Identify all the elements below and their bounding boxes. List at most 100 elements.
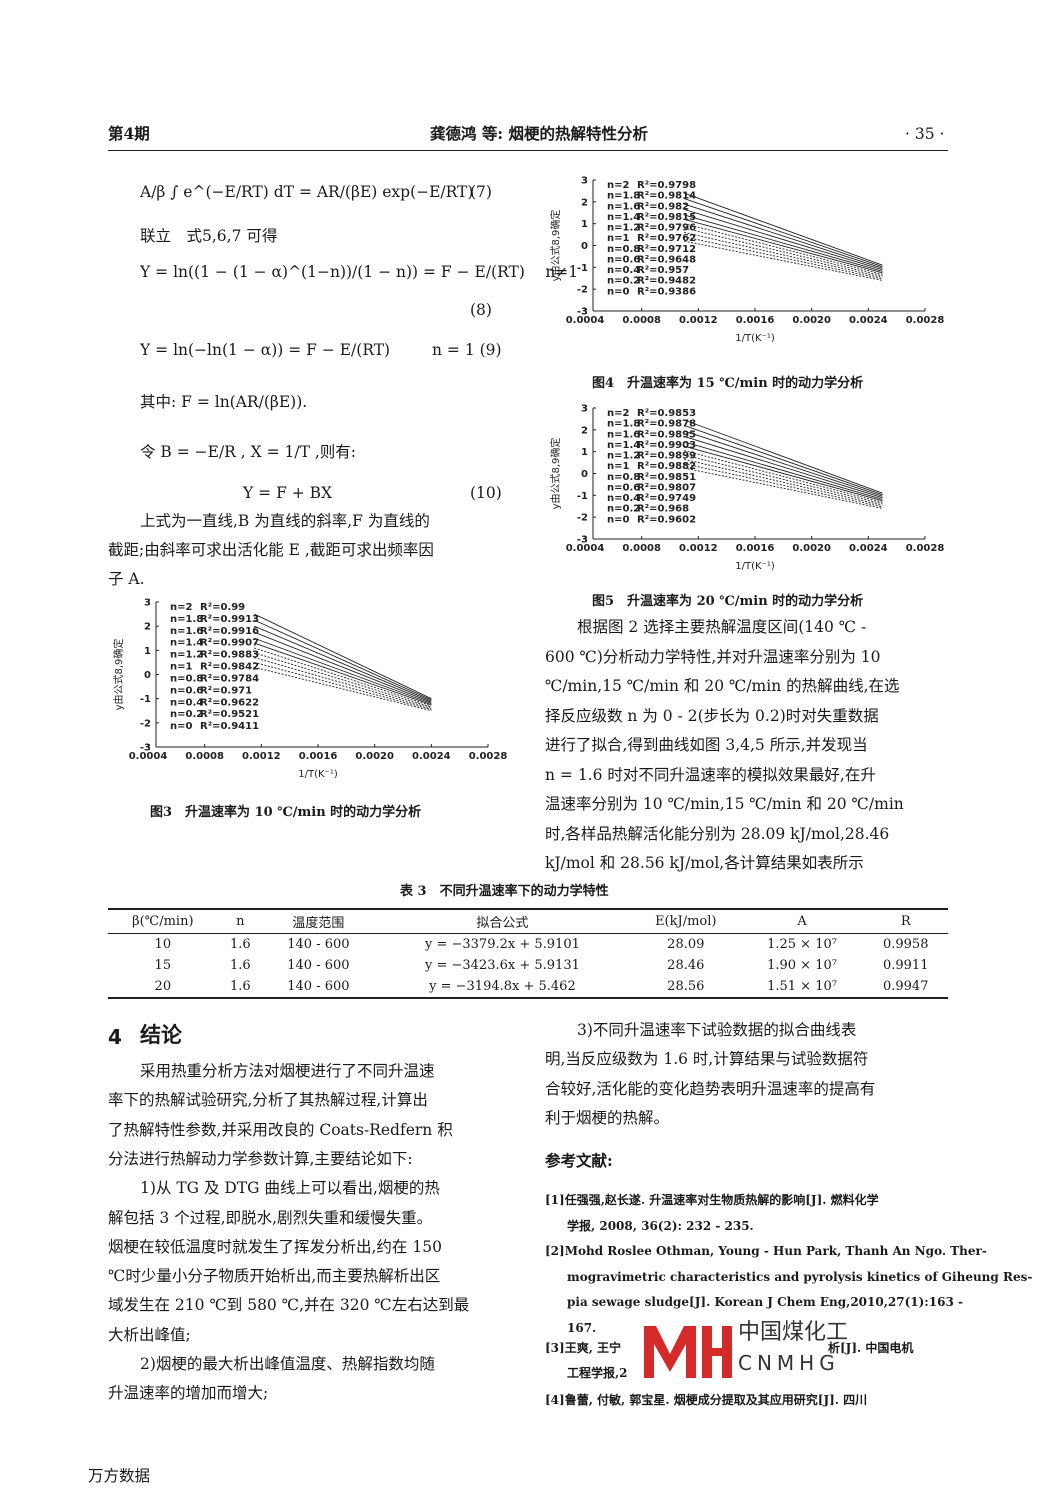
y-tick-label: -1 xyxy=(140,694,151,705)
table-cell: 1.51 × 10⁷ xyxy=(740,976,864,999)
paragraph-line: 分法进行热解动力学参数计算,主要结论如下: xyxy=(108,1149,413,1168)
chart: -3 -2 -1 0 1 2 3 0.0004 0.0008 0.0012 0.0016 0.0020… xyxy=(112,598,508,781)
y-tick-label: 0 xyxy=(581,469,588,480)
data-line xyxy=(254,619,432,701)
legend-label: R²=0.9411 xyxy=(200,721,259,732)
legend-name: n=0.2 xyxy=(607,504,640,515)
watermark-latin: CNMHG xyxy=(738,1351,840,1375)
table-cell: 20 xyxy=(108,976,218,999)
y-tick-label: -1 xyxy=(577,263,588,274)
x-tick-label: 0.0016 xyxy=(736,543,775,554)
legend-label: R²=0.9482 xyxy=(637,276,696,287)
chart: -3 -2 -1 0 1 2 3 0.0004 0.0008 0.0012 0.0016 0.0020… xyxy=(549,176,944,345)
legend-label: R²=0.982 xyxy=(637,201,689,212)
table-cell: y = −3379.2x + 5.9101 xyxy=(425,937,580,952)
paragraph-line: ℃时少量小分子物质开始析出,而主要热解析出区 xyxy=(108,1267,441,1286)
paragraph-line: 域发生在 210 ℃到 580 ℃,并在 320 ℃左右达到最 xyxy=(108,1296,470,1315)
header-rule xyxy=(108,150,948,151)
column-header: 拟合公式 xyxy=(373,908,631,934)
header-title: 龚德鸿 等: 烟梗的热解特性分析 xyxy=(430,124,649,143)
paragraph-line: 1)从 TG 及 DTG 曲线上可以看出,烟梗的热 xyxy=(140,1179,440,1198)
legend-name: n=1.8 xyxy=(170,614,203,625)
x-tick-label: 0.0020 xyxy=(355,751,394,762)
legend-label: R²=0.9762 xyxy=(637,233,696,244)
data-line xyxy=(254,642,432,706)
table-title: 表 3 不同升温速率下的动力学特性 xyxy=(400,884,609,899)
legend-name: n=1.8 xyxy=(607,419,640,430)
paragraph-line: 了热解特性参数,并采用改良的 Coats-Redfern 积 xyxy=(108,1120,453,1139)
data-line xyxy=(254,637,432,704)
y-tick-label: 2 xyxy=(581,197,588,208)
x-tick-label: 0.0024 xyxy=(849,543,888,554)
legend-name: n=1.2 xyxy=(607,223,640,234)
paragraph-line: 进行了拟合,得到曲线如图 3,4,5 所示,并发现当 xyxy=(545,736,868,754)
equation-number: (8) xyxy=(470,301,492,319)
legend-label: R²=0.9899 xyxy=(637,451,696,462)
x-tick-label: 0.0028 xyxy=(469,751,508,762)
equation-number: n = 1 (9) xyxy=(432,341,502,359)
y-axis-label: y由公式8,9确定 xyxy=(549,438,562,510)
legend-label: R²=0.9521 xyxy=(200,709,259,720)
legend-label: R²=0.9913 xyxy=(200,614,259,625)
legend-name: n=0.2 xyxy=(170,709,203,720)
legend-name: n=2 xyxy=(607,408,629,419)
legend-name: n=0.6 xyxy=(170,685,203,696)
y-axis-label: y由公式8,9确定 xyxy=(112,639,125,711)
legend-name: n=0.8 xyxy=(170,673,203,684)
y-tick-label: 1 xyxy=(581,219,588,230)
paragraph-line: 温速率分别为 10 ℃/min,15 ℃/min 和 20 ℃/min xyxy=(545,795,904,813)
table-cell: 10 xyxy=(154,937,172,952)
legend-name: n=0 xyxy=(607,514,629,525)
table-cell: 28.56 xyxy=(630,976,741,999)
y-tick-label: -3 xyxy=(577,535,588,546)
legend-name: n=1.6 xyxy=(607,201,640,212)
legend-name: n=1.8 xyxy=(607,191,640,202)
x-tick-label: 0.0024 xyxy=(849,315,888,326)
data-line xyxy=(684,454,883,505)
paragraph-line: 根据图 2 选择主要热解温度区间(140 ℃ - xyxy=(577,618,867,636)
x-tick-label: 0.0004 xyxy=(566,543,605,554)
column-header: 温度范围 xyxy=(262,908,374,934)
table-cell: 0.9958 xyxy=(882,937,929,952)
column-header: β(℃/min) xyxy=(108,908,218,934)
reference-line: mogravimetric characteristics and pyroly… xyxy=(567,1269,1033,1284)
paragraph-line: 烟梗在较低温度时就发生了挥发分析出,约在 150 xyxy=(108,1237,442,1256)
x-tick-label: 0.0012 xyxy=(679,543,718,554)
x-tick-label: 0.0016 xyxy=(299,751,338,762)
paragraph-line: 采用热重分析方法对烟梗进行了不同升温速 xyxy=(140,1062,435,1080)
paragraph-line: 择反应级数 n 为 0 - 2(步长为 0.2)时对失重数据 xyxy=(545,706,879,725)
equation: Y = F + BX xyxy=(243,484,333,502)
legend-name: n=0 xyxy=(170,721,192,732)
data-line xyxy=(254,631,432,703)
data-line xyxy=(684,227,883,277)
legend-label: R²=0.9916 xyxy=(200,626,259,637)
legend-label: R²=0.9853 xyxy=(637,408,696,419)
reference-line: 167. xyxy=(567,1320,597,1335)
legend-label: R²=0.957 xyxy=(637,265,689,276)
equation-number: (7) xyxy=(470,183,492,201)
legend-label: R²=0.9903 xyxy=(637,440,696,451)
x-tick-label: 0.0012 xyxy=(679,315,718,326)
legend-label: R²=0.9878 xyxy=(637,419,696,430)
column-header: R xyxy=(863,908,948,934)
legend-label: R²=0.9796 xyxy=(637,223,696,234)
legend-name: n=1.4 xyxy=(170,638,203,649)
x-tick-label: 0.0016 xyxy=(736,315,775,326)
x-axis-label: 1/T(K⁻¹) xyxy=(735,561,775,572)
data-line xyxy=(684,458,883,506)
y-tick-label: 3 xyxy=(581,404,588,415)
paragraph-line: 明,当反应级数为 1.6 时,计算结果与试验数据符 xyxy=(545,1050,869,1069)
data-line xyxy=(684,441,883,500)
table-cell: 1.6 xyxy=(229,937,251,952)
data-line xyxy=(254,666,432,712)
table-cell: 1.25 × 10⁷ xyxy=(767,937,837,952)
legend-label: R²=0.99 xyxy=(200,602,245,613)
legend-name: n=1.2 xyxy=(170,650,203,661)
data-line xyxy=(684,463,883,508)
equation: 其中: F = ln(AR/(βE)). xyxy=(140,393,308,411)
legend-label: R²=0.9814 xyxy=(637,191,696,202)
legend-name: n=1 xyxy=(607,233,629,244)
header-issue: 第4期 xyxy=(108,124,150,143)
data-line xyxy=(684,223,883,275)
figure-caption: 图4 升温速率为 15 ℃/min 时的动力学分析 xyxy=(592,376,864,391)
